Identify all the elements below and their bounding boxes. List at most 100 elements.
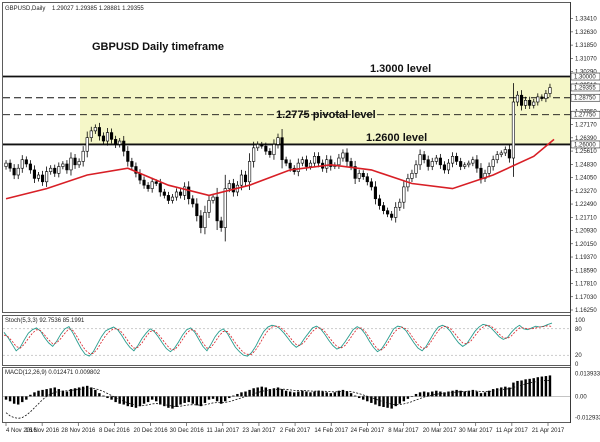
candle-body <box>187 186 191 200</box>
macd-histogram-bar <box>155 396 158 402</box>
candle-body <box>430 161 434 167</box>
candle-body <box>16 167 20 176</box>
candle-body <box>93 127 97 132</box>
candle-body <box>24 159 28 165</box>
candle-body <box>195 203 199 217</box>
macd-histogram-bar <box>29 394 32 397</box>
price-level-label: 1.30000 <box>574 75 596 81</box>
macd-histogram-bar <box>236 393 239 397</box>
macd-histogram-bar <box>37 390 40 397</box>
macd-histogram-bar <box>349 393 353 397</box>
macd-histogram-bar <box>73 388 77 397</box>
macd-histogram-bar <box>483 392 487 397</box>
macd-histogram-bar <box>512 382 515 397</box>
candle-body <box>341 152 345 159</box>
price-tick-label: 1.25610 <box>575 149 597 155</box>
macd-histogram-bar <box>305 391 308 397</box>
macd-histogram-bar <box>276 387 280 397</box>
candle-body <box>223 188 227 228</box>
candle-body <box>264 145 268 152</box>
macd-histogram-bar <box>491 389 495 397</box>
candle-body <box>450 156 455 164</box>
candle-body <box>442 164 446 171</box>
date-tick-label: 21 Apr 2017 <box>532 428 565 434</box>
candle-body <box>8 162 12 169</box>
macd-histogram-bar <box>211 396 215 399</box>
price-level-box <box>570 110 600 119</box>
date-tick-label: 23 Jan 2017 <box>242 428 276 434</box>
candle-body <box>12 167 16 176</box>
macd-histogram-bar <box>195 396 199 406</box>
macd-histogram-bar <box>21 396 24 403</box>
candle-body <box>97 127 101 137</box>
candle-body <box>373 186 377 200</box>
macd-histogram-bar <box>57 389 61 397</box>
macd-histogram-bar <box>467 390 471 397</box>
candle-body <box>252 147 256 162</box>
macd-histogram-bar <box>106 396 109 399</box>
candle-body <box>53 167 57 174</box>
zone-layer <box>80 76 570 145</box>
candle-body <box>426 159 430 167</box>
candle-body <box>174 191 179 198</box>
stoch-tick-label: 100 <box>575 318 586 324</box>
candle-body <box>179 191 183 196</box>
candle-body <box>36 174 41 179</box>
macd-histogram-bar <box>341 389 345 397</box>
candle-body <box>211 196 215 201</box>
candle-body <box>162 191 166 196</box>
header-ohlc-values: 1.29027 1.29385 1.28881 1.29355 <box>52 6 144 12</box>
macd-histogram-bar <box>126 396 130 407</box>
macd-histogram-bar <box>532 378 535 397</box>
macd-histogram-bar <box>61 390 65 397</box>
macd-histogram-bar <box>390 396 393 409</box>
candle-body <box>183 186 187 196</box>
candle-body <box>146 184 150 189</box>
macd-histogram-bar <box>179 396 182 405</box>
candle-body <box>296 162 300 172</box>
price-tick-label: 1.31070 <box>575 56 597 62</box>
candle-body <box>260 144 264 147</box>
candle-body <box>57 166 61 174</box>
candle-body <box>276 137 280 145</box>
price-tick-label: 1.22490 <box>575 202 597 208</box>
candle-body <box>422 154 426 161</box>
candle-body <box>41 174 45 183</box>
support-resistance-zone <box>80 76 570 145</box>
stoch-layer: 100 80 20 0 <box>3 318 586 368</box>
price-tick-label: 1.26390 <box>575 136 597 142</box>
candle-body <box>519 94 524 106</box>
macd-tick-label: -0.012933 <box>575 415 600 421</box>
date-tick-label: 8 Dec 2016 <box>99 428 130 434</box>
macd-histogram-bar <box>175 396 178 407</box>
date-tick-label: 4 Nov 2016 <box>6 428 37 434</box>
macd-histogram-bar <box>410 396 414 397</box>
candle-body <box>122 140 126 152</box>
macd-histogram-bar <box>447 391 450 397</box>
macd-histogram-bar <box>487 390 491 397</box>
candle-body <box>134 166 138 174</box>
macd-histogram-bar <box>317 390 320 397</box>
price-level-label: 1.26000 <box>574 142 596 148</box>
candle-body <box>154 181 158 184</box>
candle-body <box>20 159 24 169</box>
macd-histogram-bar <box>272 388 276 397</box>
macd-histogram-bar <box>256 387 259 397</box>
candle-body <box>304 159 308 167</box>
macd-histogram-bar <box>540 376 544 397</box>
candle-body <box>150 181 154 189</box>
date-tick-label: 2 Feb 2017 <box>280 428 311 434</box>
macd-histogram-bar <box>98 393 101 397</box>
candle-body <box>446 162 451 171</box>
macd-histogram-bar <box>4 396 8 400</box>
candle-body <box>81 150 85 162</box>
macd-histogram-bar <box>122 396 125 405</box>
macd-histogram-bar <box>524 379 527 397</box>
candle-body <box>325 159 329 169</box>
candle-body <box>280 137 284 161</box>
candle-body <box>507 149 511 159</box>
macd-histogram-bar <box>183 396 186 403</box>
candle-body <box>317 156 321 164</box>
